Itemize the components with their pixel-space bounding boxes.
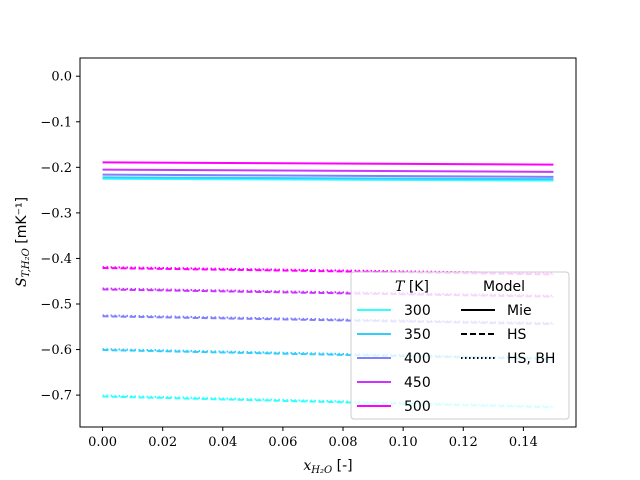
x-tick-label: 0.12: [449, 435, 478, 450]
series-line-mie-4: [102, 161, 554, 166]
legend-model-title: Model: [483, 279, 525, 295]
series-line-hs-6: [102, 349, 554, 361]
legend-model-entries: Mie HS HS, BH: [461, 303, 555, 367]
legend-box: [350, 271, 570, 420]
legend-model-label: Mie: [507, 303, 532, 319]
legend-temperature-label: 300: [404, 303, 431, 319]
x-tick-label: 0.04: [208, 435, 237, 450]
x-tick-label: 0.10: [389, 435, 418, 450]
x-tick-label: 0.00: [88, 435, 117, 450]
plot-frame: [79, 57, 577, 428]
x-tick-label: 0.02: [148, 435, 177, 450]
x-tick-label: 0.06: [268, 435, 297, 450]
y-tick-label: −0.4: [40, 252, 72, 267]
legend-temperature-title: T [K]: [395, 279, 429, 295]
legend-temperature-title-unit: [K]: [404, 279, 429, 295]
series-line-hs-bh-14: [102, 266, 554, 275]
y-axis: 0.0 −0.1 −0.2 −0.3 −0.4 −0.5 −0.6 −0.7: [40, 70, 80, 404]
y-tick-label: −0.6: [40, 343, 72, 358]
y-tick-label: 0.0: [51, 70, 72, 85]
x-axis-label: xH₂O [-]: [303, 458, 352, 476]
x-axis: 0.00 0.02 0.04 0.06 0.08 0.10 0.12 0.14: [88, 427, 538, 450]
y-axis-label-unit: [mK⁻¹]: [14, 197, 30, 248]
series-layer: [102, 161, 554, 409]
legend: T [K] Model 300 350 400 450 500 Mie HS HS, BH: [350, 271, 570, 420]
y-tick-label: −0.5: [40, 298, 72, 313]
legend-temperature-label: 450: [404, 375, 431, 391]
y-tick-label: −0.7: [40, 389, 72, 404]
series-line-mie-0: [102, 177, 554, 182]
x-tick-label: 0.08: [329, 435, 358, 450]
legend-temperature-label: 500: [404, 399, 431, 415]
series-line-hs-bh-11: [102, 348, 554, 360]
y-tick-label: −0.1: [40, 115, 72, 130]
series-line-hs-bh-13: [102, 287, 554, 297]
series-line-mie-2: [102, 173, 554, 178]
y-tick-label: −0.2: [40, 161, 72, 176]
legend-temperature-label: 350: [404, 327, 431, 343]
legend-temperature-title-var: T: [395, 279, 406, 295]
series-line-hs-5: [102, 395, 554, 409]
series-line-mie-3: [102, 168, 554, 173]
series-line-mie-1: [102, 176, 554, 181]
y-tick-label: −0.3: [40, 206, 72, 221]
y-axis-label-sub: T,H₂O: [21, 248, 32, 277]
x-axis-label-sub: H₂O: [310, 465, 332, 476]
legend-model-label: HS, BH: [507, 351, 555, 367]
x-axis-label-var: x: [303, 458, 311, 474]
y-axis-label-var: S: [14, 277, 30, 287]
x-axis-label-unit: [-]: [332, 458, 352, 474]
y-axis-label: ST,H₂O [mK⁻¹]: [14, 197, 32, 287]
series-line-hs-bh-12: [102, 314, 554, 325]
x-tick-label: 0.14: [509, 435, 538, 450]
legend-temperature-label: 400: [404, 351, 431, 367]
legend-model-label: HS: [507, 327, 527, 343]
legend-temperature-entries: 300 350 400 450 500: [357, 303, 431, 415]
